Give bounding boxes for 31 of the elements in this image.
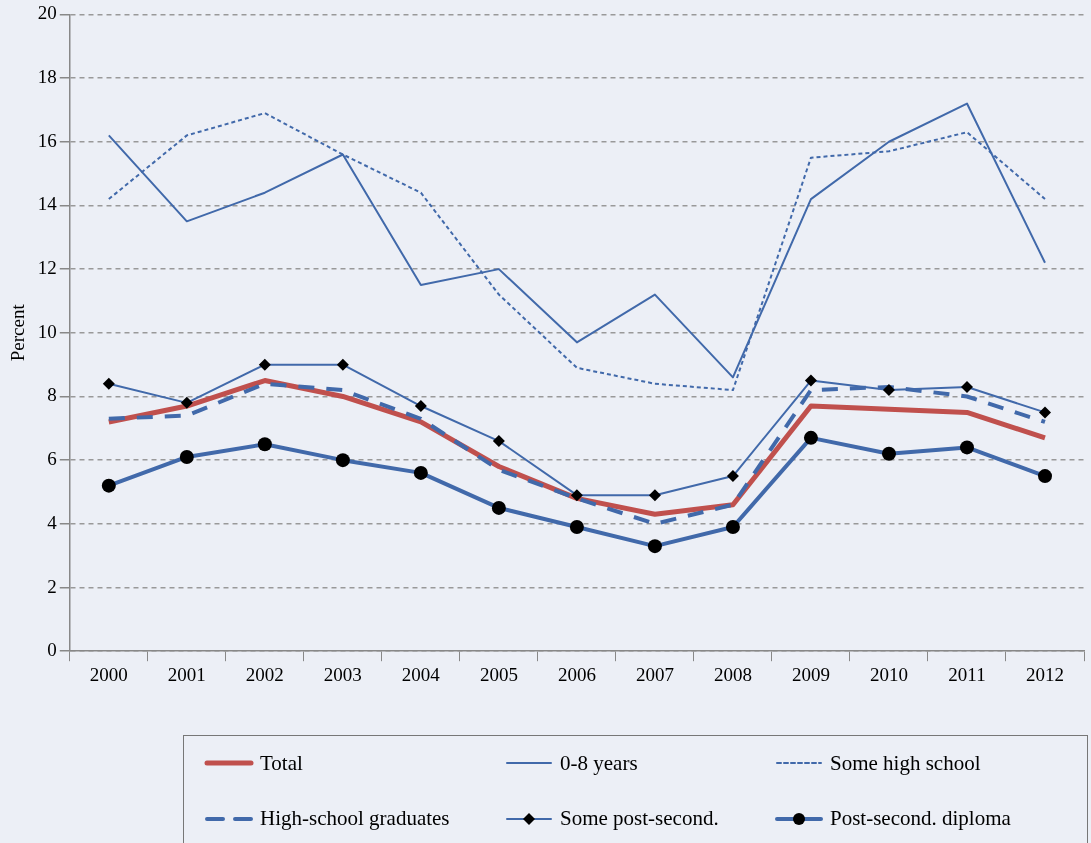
- legend-label: Some high school: [830, 750, 981, 776]
- y-tick-label: 6: [47, 448, 57, 470]
- legend-label: 0-8 years: [560, 750, 638, 776]
- x-tick-label: 2005: [479, 663, 518, 685]
- x-tick-label: 2003: [323, 663, 362, 685]
- x-tick-label: 2007: [635, 663, 674, 685]
- x-tick-label: 2006: [557, 663, 596, 685]
- y-tick-label: 4: [47, 511, 58, 533]
- legend-label: Total: [260, 750, 303, 776]
- x-tick-label: 2012: [1025, 663, 1064, 685]
- y-tick-label: 18: [37, 66, 57, 88]
- x-tick-label: 2008: [713, 663, 752, 685]
- x-tick-label: 2000: [89, 663, 128, 685]
- x-tick-label: 2002: [245, 663, 284, 685]
- x-tick-label: 2011: [948, 663, 986, 685]
- y-tick-label: 0: [47, 639, 57, 661]
- legend-label: High-school graduates: [260, 806, 450, 831]
- y-tick-label: 2: [47, 575, 57, 597]
- y-tick-label: 8: [47, 384, 57, 406]
- y-tick-label: 10: [37, 320, 57, 342]
- y-axis-title: Percent: [7, 303, 29, 362]
- y-tick-label: 12: [37, 257, 57, 279]
- x-tick-label: 2004: [401, 663, 441, 685]
- y-tick-label: 20: [37, 2, 57, 24]
- x-tick-label: 2010: [869, 663, 908, 685]
- legend-label: Post-second. diploma: [830, 806, 1011, 831]
- x-tick-label: 2001: [167, 663, 206, 685]
- y-tick-label: 14: [37, 193, 58, 215]
- legend-label: Some post-second.: [560, 806, 719, 831]
- x-tick-label: 2009: [791, 663, 830, 685]
- y-tick-label: 16: [37, 129, 57, 151]
